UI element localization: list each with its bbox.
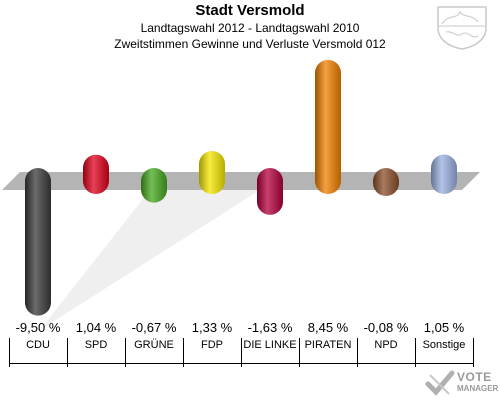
logo-text-vote: VOTE — [457, 370, 492, 384]
chart-subtitle-2: Zweitstimmen Gewinne und Verluste Versmo… — [114, 37, 386, 51]
chart-title: Stadt Versmold — [195, 2, 305, 19]
shadow-wedge — [40, 190, 260, 330]
bar-fdp — [199, 150, 225, 194]
value-label: -0,08 % — [363, 320, 409, 335]
category-label: GRÜNE — [134, 339, 174, 351]
category-label: DIE LINKE — [243, 339, 297, 351]
label-separator — [125, 338, 126, 367]
votemanager-logo: VOTE MANAGER — [425, 368, 499, 398]
chart-subtitle-1: Landtagswahl 2012 - Landtagswahl 2010 — [140, 21, 360, 35]
bar-piraten — [315, 59, 341, 195]
value-label: -1,63 % — [247, 320, 293, 335]
zero-band — [2, 172, 480, 190]
checkmark-logo-icon — [425, 370, 455, 396]
category-label: FDP — [201, 339, 223, 351]
category-label: SPD — [84, 339, 108, 351]
category-label: CDU — [26, 339, 50, 351]
label-separator — [67, 338, 68, 367]
label-baseline — [10, 363, 474, 364]
label-separator — [183, 338, 184, 367]
label-separator — [9, 338, 10, 367]
category-label: PIRATEN — [304, 339, 352, 351]
label-separator — [473, 338, 474, 367]
value-label: -0,67 % — [131, 320, 177, 335]
label-separator — [241, 338, 242, 367]
label-separator — [415, 338, 416, 367]
label-separator — [299, 338, 300, 367]
value-label: 8,45 % — [307, 320, 349, 335]
bar-grüne — [141, 168, 167, 203]
bar-sonstige — [431, 154, 457, 194]
value-label: -9,50 % — [15, 320, 61, 335]
bar-cdu — [25, 168, 51, 316]
value-label: 1,33 % — [191, 320, 233, 335]
bar-die-linke — [257, 168, 283, 215]
label-separator — [357, 338, 358, 367]
bar-npd — [373, 168, 399, 196]
nrw-coat-of-arms-icon — [437, 6, 487, 50]
value-label: 1,04 % — [75, 320, 117, 335]
logo-text-manager: MANAGER — [457, 384, 499, 393]
value-label: 1,05 % — [423, 320, 465, 335]
category-label: NPD — [374, 339, 398, 351]
bar-spd — [83, 154, 110, 194]
category-label: Sonstige — [422, 339, 466, 351]
